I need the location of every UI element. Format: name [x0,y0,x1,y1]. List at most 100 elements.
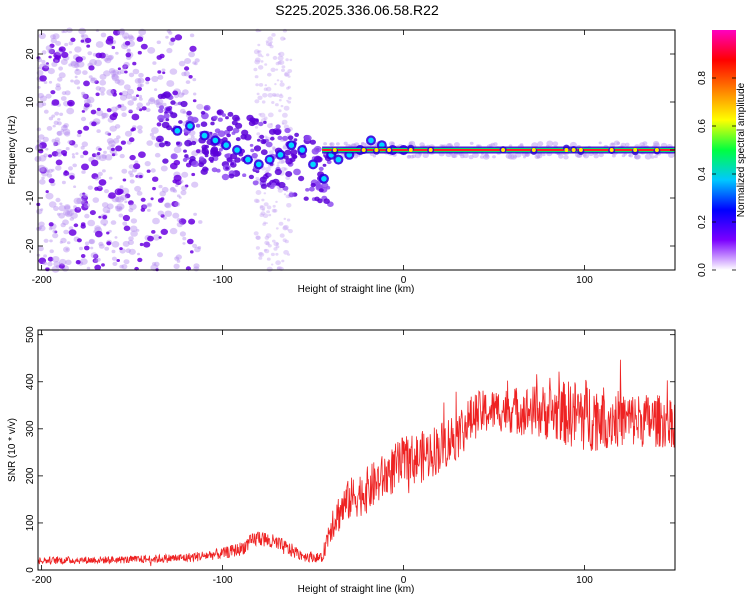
spectrogram-blob [277,188,283,193]
spectrogram-blob [66,107,75,115]
spectrogram-blob [286,99,289,102]
spectrogram-blob [133,163,141,170]
spectrogram-blob [105,154,113,161]
spectrogram-blob [151,127,159,134]
snr-ytick-label: 500 [25,326,36,343]
spectrogram-blob [453,142,460,148]
spectrogram-blob [157,114,165,122]
ridge-blob-core [374,148,379,152]
spectrogram-blob [108,229,112,233]
spectrogram-blob [535,152,543,159]
spectrogram-blob [101,263,105,267]
spectrogram-blob [287,85,291,89]
spectrogram-blob [163,113,170,119]
spectrogram-blob [343,141,348,146]
spectrogram-blob [53,261,61,267]
spectrogram-blob [255,190,262,195]
spectrogram-blob [48,116,54,121]
spectrogram-blob [267,72,272,77]
spectrogram-blob [64,90,71,96]
spectrogram-blob [170,153,178,160]
spectrogram-blob [265,141,273,148]
spectrogram-blob [546,140,554,147]
spectrogram-blob [38,167,45,173]
spectrogram-blob [278,187,282,190]
spectrogram-blob [81,199,89,206]
spectrogram-blob [226,133,231,138]
spectrogram-blob [270,136,275,141]
spectrogram-blob [282,145,288,150]
spectrogram-blob [151,230,156,234]
spectrogram-blob [80,224,86,229]
spectrogram-blob [64,210,73,218]
spectrogram-blob [61,125,68,131]
spectrogram-blob [287,135,294,141]
spectrogram-blob [287,75,291,78]
spectrogram-blob [96,107,101,112]
spectrogram-blob [55,85,62,91]
ridge-blob-core [361,148,366,152]
spectrogram-blob [288,229,293,234]
spectrogram-blob [111,153,116,157]
spectrogram-blob [625,142,630,147]
spectrogram-blob [98,147,102,151]
spectrogram-blob [258,50,262,53]
spectrogram-blob [79,246,83,251]
spectrogram-blob [141,106,147,111]
spectrogram-blob [472,152,479,159]
ridge-blob-core [288,142,295,148]
spectrogram-ytick-label: 0 [25,147,36,153]
spectrogram-blob [137,129,143,134]
spectrogram-ylabel: Frequency (Hz) [7,116,18,185]
spectrogram-blob [81,93,88,99]
spectrogram-blob [155,135,164,143]
spectrogram-blob [278,159,285,165]
spectrogram-blob [77,129,83,135]
spectrogram-blob [266,257,271,261]
spectrogram-blob [53,141,59,146]
spectrogram-blob [267,173,272,177]
spectrogram-blob [131,113,140,121]
spectrogram-blob [280,104,284,108]
spectrogram-blob [265,40,269,43]
spectrogram-blob [189,45,197,52]
spectrogram-blob [193,92,197,96]
spectrogram-ytick-label: -10 [25,190,36,205]
spectrogram-blob [265,41,272,47]
spectrogram-blob [558,154,564,159]
spectrogram-blob [169,227,178,235]
spectrogram-blob [257,43,261,47]
spectrogram-blob [266,86,272,92]
spectrogram-blob [197,246,202,250]
spectrogram-blob [170,186,175,191]
spectrogram-blob [80,154,84,159]
ridge-blob-core [223,142,230,148]
spectrogram-blob [76,206,81,210]
spectrogram-blob [133,97,137,101]
spectrogram-blob [96,121,100,125]
spectrogram-blob [118,213,124,218]
spectrogram-blob [39,167,47,174]
spectrogram-blob [124,193,131,199]
spectrogram-blob [70,61,79,68]
spectrogram-blob [171,201,179,207]
spectrogram-blob [283,250,289,255]
snr-ytick-label: 100 [25,514,36,531]
spectrogram-blob [249,143,254,147]
spectrogram-blob [78,27,87,35]
spectrogram-blob [267,244,272,248]
spectrogram-blob [184,184,189,188]
spectrogram-blob [122,221,128,226]
spectrogram-blob [122,32,130,39]
spectrogram-blob [111,74,120,82]
spectrogram-blob [165,35,169,39]
spectrogram-blob [257,95,263,101]
spectrogram-blob [62,219,69,226]
spectrogram-blob [117,67,121,71]
spectrogram-blob [80,200,85,205]
spectrogram-blob [76,238,82,243]
spectrogram-blob [56,130,63,136]
spectrogram-blob [36,127,42,132]
spectrogram-blob [106,146,112,150]
spectrogram-blob [270,41,273,44]
